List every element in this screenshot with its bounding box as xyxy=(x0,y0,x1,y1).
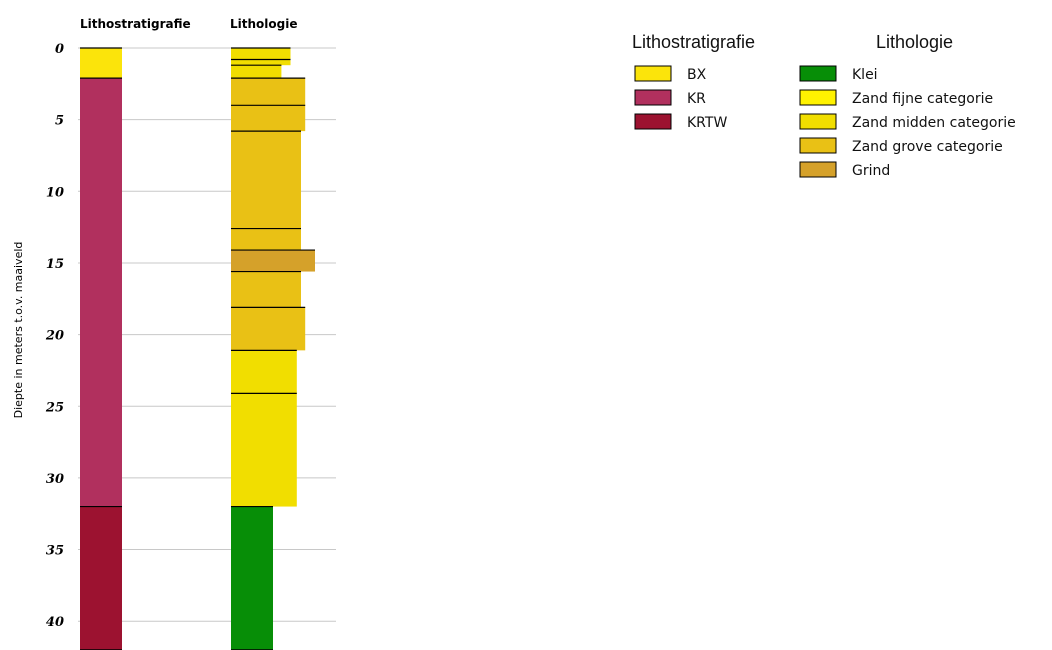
lith-layer-1 xyxy=(231,59,291,66)
legend-lithostratigrafie: Lithostratigrafie BX KR KRTW xyxy=(632,32,755,131)
legend-lith-label-2: Zand midden categorie xyxy=(852,115,1016,131)
tick-label-30: 30 xyxy=(46,472,64,487)
legend-lith-label-1: Zand fijne categorie xyxy=(852,91,993,107)
lith-layer-8 xyxy=(231,271,301,308)
legend-lith-swatch-3 xyxy=(799,137,837,154)
lith-layer-7 xyxy=(231,250,315,272)
y-axis-label: Diepte in meters t.o.v. maaiveld xyxy=(12,242,25,419)
strat-layer-1 xyxy=(80,78,122,507)
legend-strat-label-1: KR xyxy=(687,91,706,107)
tick-label-25: 25 xyxy=(45,400,64,415)
legend-strat-swatch-2 xyxy=(634,113,672,130)
lithologie-column-title: Lithologie xyxy=(230,17,297,31)
lith-layer-10 xyxy=(231,350,297,394)
lithostratigrafie-column-title: Lithostratigrafie xyxy=(80,17,191,31)
depth-tick-labels: 0 5 10 15 20 25 30 35 40 xyxy=(45,42,64,630)
lith-layer-0 xyxy=(231,48,291,60)
strat-layer-0 xyxy=(80,48,122,79)
legend-lithologie-title: Lithologie xyxy=(876,32,953,52)
tick-label-40: 40 xyxy=(46,615,64,630)
tick-label-15: 15 xyxy=(46,257,64,272)
legend-lith-swatch-1 xyxy=(799,89,837,106)
legend-lithostratigrafie-title: Lithostratigrafie xyxy=(632,32,755,52)
tick-label-20: 20 xyxy=(45,329,64,344)
strat-layer-2 xyxy=(80,506,122,650)
tick-label-0: 0 xyxy=(55,42,64,57)
lith-layer-5 xyxy=(231,131,301,229)
tick-label-35: 35 xyxy=(46,544,64,559)
legend-lith-swatch-2 xyxy=(799,113,837,130)
lith-layer-6 xyxy=(231,228,301,251)
legend-strat-label-0: BX xyxy=(687,67,707,83)
legend-strat-label-2: KRTW xyxy=(687,115,727,131)
legend-lith-label-0: Klei xyxy=(852,67,878,83)
legend-lith-label-4: Grind xyxy=(852,163,890,179)
legend-strat-swatch-0 xyxy=(634,65,672,82)
tick-label-5: 5 xyxy=(55,114,64,129)
legend-lith-swatch-0 xyxy=(799,65,837,82)
legend-lith-label-3: Zand grove categorie xyxy=(852,139,1003,155)
lithologie-column xyxy=(231,47,315,650)
tick-label-10: 10 xyxy=(46,185,64,200)
lith-layer-11 xyxy=(231,393,297,507)
lith-layer-4 xyxy=(231,105,306,132)
lith-layer-12 xyxy=(231,506,273,650)
legend-lith-swatch-4 xyxy=(799,161,837,178)
lith-layer-2 xyxy=(231,65,282,79)
legend-strat-swatch-1 xyxy=(634,89,672,106)
lithostratigrafie-column xyxy=(80,47,122,650)
legend-lithologie: Lithologie Klei Zand fijne categorie Zand … xyxy=(799,32,1016,179)
lith-layer-3 xyxy=(231,78,306,106)
lith-layer-9 xyxy=(231,307,306,351)
